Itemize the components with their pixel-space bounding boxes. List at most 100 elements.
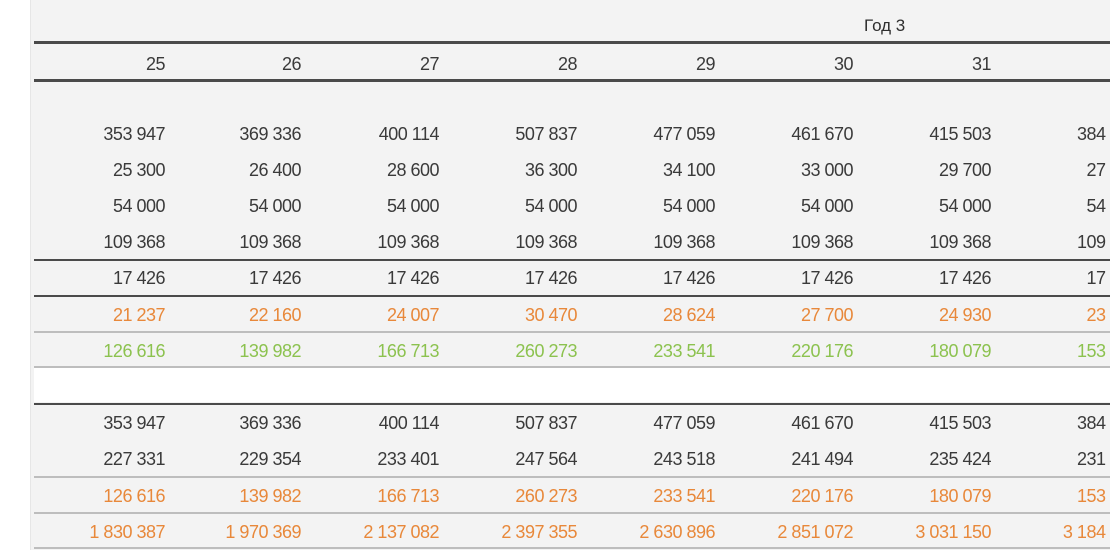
column-header-7[interactable]: 3	[993, 54, 1110, 75]
table-cell-6[interactable]: 24 930	[938, 305, 992, 325]
table-cell-2[interactable]: 54 000	[386, 196, 440, 216]
table-cell-3[interactable]: 507 837	[515, 124, 577, 144]
table-cell-7[interactable]: 231 37	[1076, 449, 1110, 469]
table-cell-6[interactable]: 180 079	[929, 341, 991, 361]
table-cell-0[interactable]: 126 616	[103, 486, 165, 506]
table-cell-7[interactable]: 109 36	[1076, 232, 1110, 252]
table-cell-6[interactable]: 235 424	[929, 449, 991, 469]
table-cell-6[interactable]: 54 000	[938, 196, 992, 216]
table-cell-3[interactable]: 260 273	[515, 341, 577, 361]
table-cell-7[interactable]: 54 00	[1086, 196, 1110, 216]
table-cell-3[interactable]: 260 273	[515, 486, 577, 506]
table-cell-4[interactable]: 34 100	[662, 160, 716, 180]
table-cell-4[interactable]: 243 518	[653, 449, 715, 469]
table-cell-0[interactable]: 109 368	[103, 232, 165, 252]
table-cell-2[interactable]: 2 137 082	[363, 522, 439, 542]
table-cell-6[interactable]: 17 426	[938, 268, 992, 288]
table-cell-2[interactable]: 233 401	[377, 449, 439, 469]
table-cell-1[interactable]: 54 000	[248, 196, 302, 216]
table-cell-0[interactable]: 353 947	[103, 124, 165, 144]
table-cell-3[interactable]: 2 397 355	[501, 522, 577, 542]
table-cell-2[interactable]: 24 007	[386, 305, 440, 325]
table-cell-5[interactable]: 220 176	[791, 341, 853, 361]
column-header-0[interactable]: 25	[145, 54, 166, 74]
table-cell-4[interactable]: 2 630 896	[639, 522, 715, 542]
table-cell-6[interactable]: 180 079	[929, 486, 991, 506]
column-header-4[interactable]: 29	[695, 54, 716, 74]
table-cell-3[interactable]: 54 000	[524, 196, 578, 216]
table-cell-3[interactable]: 36 300	[524, 160, 578, 180]
table-cell-0[interactable]: 17 426	[112, 268, 166, 288]
table-cell-6[interactable]: 415 503	[929, 124, 991, 144]
table-cell-1[interactable]: 369 336	[239, 413, 301, 433]
table-cell-6[interactable]: 3 031 150	[915, 522, 991, 542]
table-cell-0[interactable]: 54 000	[112, 196, 166, 216]
table-row: 353 947 369 336 400 114 507 837 477 059 461 6…	[34, 411, 1110, 437]
table-cell-1[interactable]: 369 336	[239, 124, 301, 144]
table-cell-1[interactable]: 17 426	[248, 268, 302, 288]
table-cell-2[interactable]: 166 713	[377, 341, 439, 361]
table-cell-4[interactable]: 477 059	[653, 413, 715, 433]
table-cell-4[interactable]: 233 541	[653, 341, 715, 361]
table-cell-4[interactable]: 54 000	[662, 196, 716, 216]
table-cell-1[interactable]: 26 400	[248, 160, 302, 180]
table-cell-7[interactable]: 153 34	[1076, 341, 1110, 361]
table-cell-7[interactable]: 384 72	[1076, 124, 1110, 144]
table-cell-6[interactable]: 109 368	[929, 232, 991, 252]
table-cell-7[interactable]: 153 34	[1076, 486, 1110, 506]
table-cell-0[interactable]: 21 237	[112, 305, 166, 325]
table-cell-6[interactable]: 29 700	[938, 160, 992, 180]
table-cell-2[interactable]: 28 600	[386, 160, 440, 180]
table-cell-0[interactable]: 227 331	[103, 449, 165, 469]
column-header-6[interactable]: 31	[971, 54, 992, 74]
table-cell-4[interactable]: 28 624	[662, 305, 716, 325]
table-cell-5[interactable]: 2 851 072	[777, 522, 853, 542]
table-cell-1[interactable]: 22 160	[248, 305, 302, 325]
table-cell-4[interactable]: 17 426	[662, 268, 716, 288]
table-cell-5[interactable]: 461 670	[791, 124, 853, 144]
table-cell-5[interactable]: 109 368	[791, 232, 853, 252]
table-cell-2[interactable]: 400 114	[378, 124, 440, 144]
table-cell-1[interactable]: 229 354	[239, 449, 301, 469]
table-cell-1[interactable]: 1 970 369	[225, 522, 301, 542]
table-cell-7[interactable]: 384 72	[1076, 413, 1110, 433]
table-cell-1[interactable]: 139 982	[239, 486, 301, 506]
table-cell-5[interactable]: 33 000	[800, 160, 854, 180]
column-header-3[interactable]: 28	[557, 54, 578, 74]
table-cell-3[interactable]: 109 368	[515, 232, 577, 252]
table-cell-7[interactable]: 17 42	[1086, 268, 1110, 288]
table-cell-1[interactable]: 139 982	[239, 341, 301, 361]
row-divider	[34, 331, 1110, 333]
table-cell-4[interactable]: 233 541	[653, 486, 715, 506]
table-cell-2[interactable]: 400 114	[378, 413, 440, 433]
table-cell-1[interactable]: 109 368	[239, 232, 301, 252]
table-cell-0[interactable]: 353 947	[103, 413, 165, 433]
table-cell-6[interactable]: 415 503	[929, 413, 991, 433]
table-cell-4[interactable]: 109 368	[653, 232, 715, 252]
table-cell-3[interactable]: 30 470	[524, 305, 578, 325]
table-cell-5[interactable]: 17 426	[800, 268, 854, 288]
table-cell-2[interactable]: 17 426	[386, 268, 440, 288]
table-cell-5[interactable]: 54 000	[800, 196, 854, 216]
table-cell-5[interactable]: 220 176	[791, 486, 853, 506]
table-cell-4[interactable]: 477 059	[653, 124, 715, 144]
table-cell-0[interactable]: 25 300	[112, 160, 166, 180]
table-cell-3[interactable]: 17 426	[524, 268, 578, 288]
table-cell-7[interactable]: 23 08	[1086, 305, 1110, 325]
table-cell-2[interactable]: 166 713	[377, 486, 439, 506]
row-divider	[34, 366, 1110, 368]
table-cell-7[interactable]: 27 50	[1086, 160, 1110, 180]
table-cell-3[interactable]: 247 564	[515, 449, 577, 469]
table-row: 25 300 26 400 28 600 36 300 34 100 33 000 29 7…	[34, 158, 1110, 184]
column-header-2[interactable]: 27	[419, 54, 440, 74]
table-cell-5[interactable]: 241 494	[791, 449, 853, 469]
table-cell-2[interactable]: 109 368	[377, 232, 439, 252]
table-cell-0[interactable]: 1 830 387	[89, 522, 165, 542]
table-cell-5[interactable]: 461 670	[791, 413, 853, 433]
table-cell-5[interactable]: 27 700	[800, 305, 854, 325]
column-header-1[interactable]: 26	[281, 54, 302, 74]
table-cell-3[interactable]: 507 837	[515, 413, 577, 433]
table-cell-7[interactable]: 3 184 49	[1062, 522, 1110, 542]
column-header-5[interactable]: 30	[833, 54, 854, 74]
table-cell-0[interactable]: 126 616	[103, 341, 165, 361]
